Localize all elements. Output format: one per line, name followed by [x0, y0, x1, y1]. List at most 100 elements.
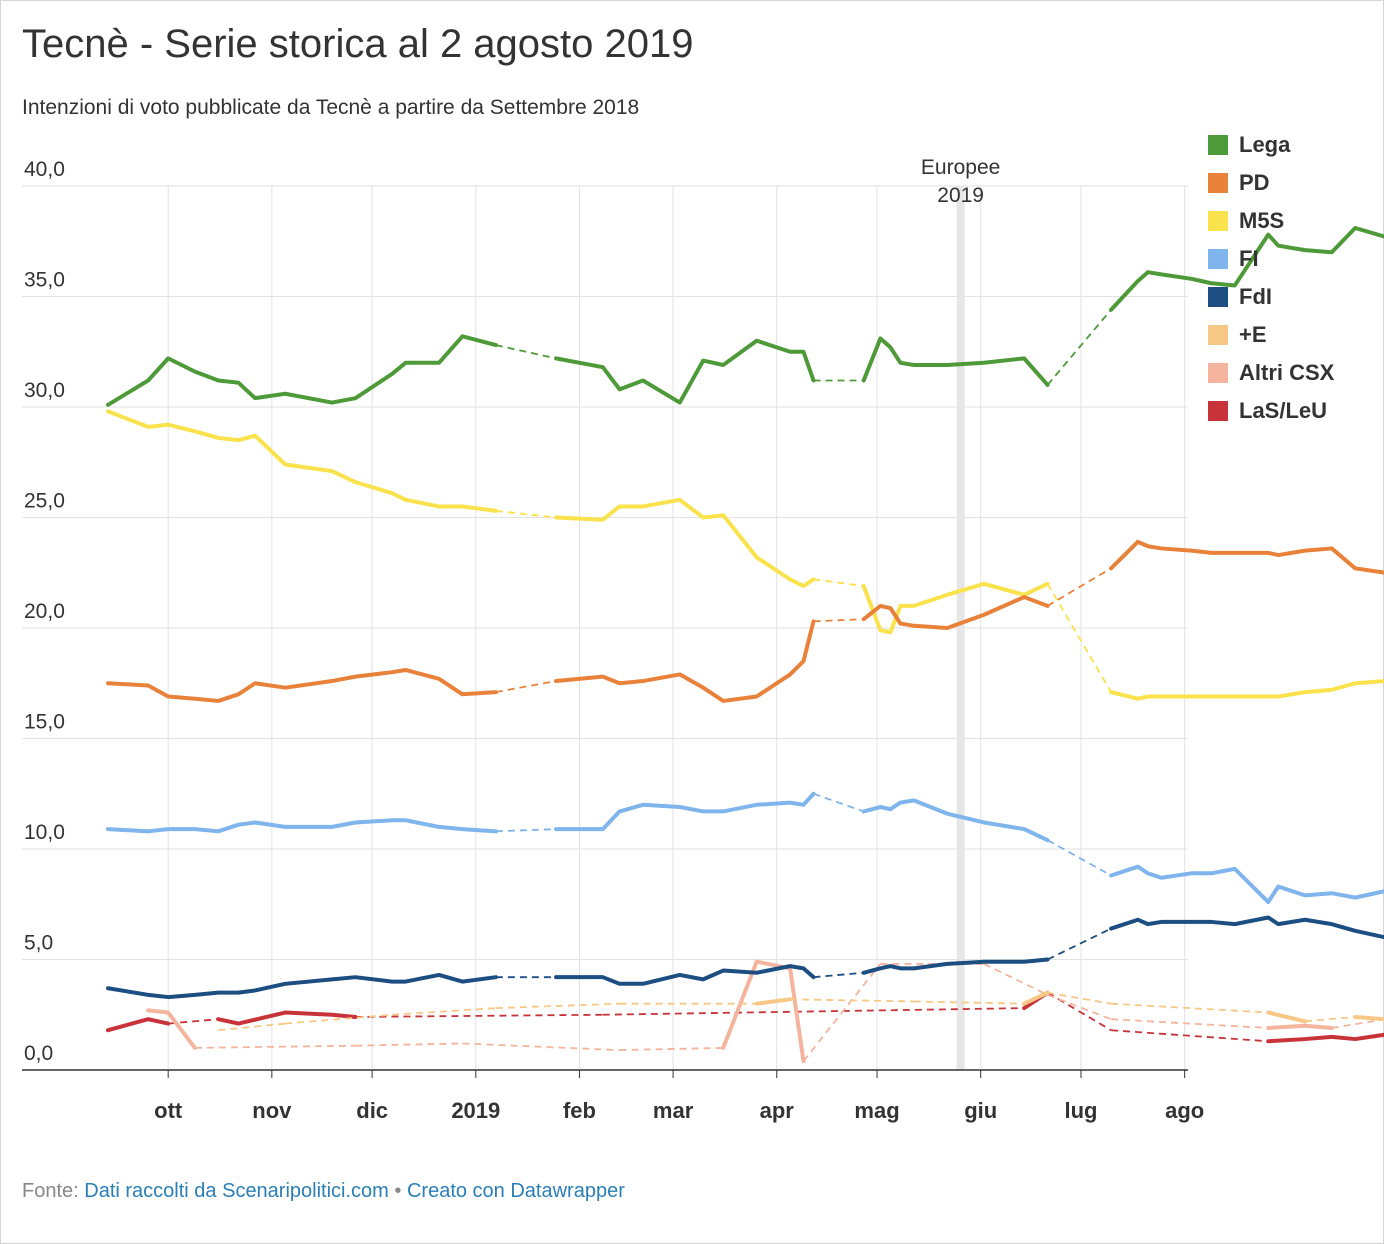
series-line	[1109, 679, 1384, 701]
series-line	[106, 1017, 171, 1033]
series-gap-line	[1046, 309, 1112, 386]
series-gap-line	[802, 963, 882, 1062]
legend-label: FdI	[1239, 284, 1272, 309]
series-gap-line	[913, 1000, 1025, 1005]
series-line	[554, 619, 816, 703]
x-tick-label: mag	[854, 1098, 899, 1123]
series-line	[721, 959, 806, 1064]
series-m5s	[106, 409, 1384, 701]
series-line	[106, 818, 498, 834]
chart-subtitle: Intenzioni di voto pubblicate da Tecnè a…	[22, 96, 640, 119]
series-altri-csx	[146, 959, 1384, 1064]
series-las-leu	[106, 990, 1384, 1044]
legend-swatch	[1208, 249, 1228, 269]
footer: Fonte: Dati raccolti da Scenaripolitici.…	[22, 1180, 625, 1203]
series-line	[106, 667, 498, 703]
series-gap-line	[495, 680, 557, 693]
datawrapper-link[interactable]: Creato con Datawrapper	[406, 1180, 625, 1202]
series-line	[554, 791, 816, 832]
series-line	[554, 338, 816, 405]
series-gap-line	[285, 1013, 393, 1025]
legend-item: Lega	[1208, 126, 1334, 164]
y-tick-label: 25,0	[24, 490, 65, 513]
legend-item: LaS/LeU	[1208, 392, 1334, 430]
legend-item: FdI	[1208, 278, 1334, 316]
legend-swatch	[1208, 401, 1228, 421]
series-gap-line	[1304, 1016, 1356, 1023]
series-gap-line	[194, 1044, 356, 1049]
series-line	[861, 336, 1050, 387]
series-line	[754, 997, 793, 1006]
series-line	[554, 964, 816, 986]
series-gap-line	[355, 1013, 603, 1018]
x-tick-label: nov	[252, 1098, 292, 1123]
series-line	[861, 798, 1050, 843]
series-gap-line	[602, 1007, 1025, 1016]
x-tick-label: mar	[653, 1098, 694, 1123]
series-gap-line	[813, 578, 864, 587]
series-gap-line	[1046, 583, 1112, 693]
series-line	[1266, 1023, 1334, 1031]
series-gap-line	[218, 1022, 286, 1032]
legend-swatch	[1208, 173, 1228, 193]
election-band	[956, 186, 965, 1070]
series-gap-line	[1111, 1002, 1269, 1014]
series-line	[1022, 990, 1050, 1006]
source-prefix: Fonte:	[22, 1180, 79, 1202]
series-gap-line	[983, 963, 1048, 996]
series-gap-line	[1111, 1029, 1269, 1043]
series-line	[1109, 225, 1384, 312]
legend-item: PD	[1208, 164, 1334, 202]
y-tick-label: 10,0	[24, 821, 65, 844]
series-fi	[106, 791, 1384, 905]
legend-swatch	[1208, 287, 1228, 307]
legend-item: Altri CSX	[1208, 354, 1334, 392]
y-tick-label: 35,0	[24, 269, 65, 292]
annotation-label: 2019	[937, 184, 984, 207]
series-gap-line	[1047, 991, 1112, 1031]
series-line	[1353, 1014, 1384, 1022]
x-tick-label: apr	[760, 1098, 795, 1123]
series-gap-line	[462, 1042, 620, 1052]
legend-label: FI	[1239, 246, 1259, 271]
series-line	[554, 497, 816, 589]
series-line	[1109, 539, 1384, 575]
series-line	[1266, 1032, 1384, 1044]
series-gap-line	[813, 792, 864, 813]
series-gap-line	[1331, 1018, 1384, 1029]
legend-item: FI	[1208, 240, 1334, 278]
legend-label: PD	[1239, 170, 1270, 195]
series-fdi	[106, 915, 1384, 1000]
y-tick-label: 0,0	[24, 1042, 53, 1065]
source-link[interactable]: Dati raccolti da Scenaripolitici.com	[84, 1180, 389, 1202]
y-tick-label: 30,0	[24, 379, 65, 402]
series-gap-line	[495, 509, 557, 519]
legend-item: +E	[1208, 316, 1334, 354]
europee-annotation: Europee 2019	[921, 156, 1000, 1070]
series-gap-line	[495, 344, 557, 360]
y-tick-label: 5,0	[24, 932, 53, 955]
legend: Lega PD M5S FI FdI +E Altri CSX LaS/LeU	[1208, 126, 1334, 430]
legend-label: Altri CSX	[1239, 360, 1335, 385]
legend-swatch	[1208, 135, 1228, 155]
annotation-label: Europee	[921, 156, 1000, 179]
series-gap-line	[1047, 567, 1112, 607]
series-gap-line	[1047, 991, 1112, 1005]
series-line	[861, 957, 1050, 975]
legend-swatch	[1208, 325, 1228, 345]
series-gap-line	[392, 1007, 496, 1016]
x-tick-label: feb	[563, 1098, 596, 1123]
series-gap-line	[1047, 839, 1112, 877]
x-tick-label: dic	[356, 1098, 388, 1123]
legend-label: LaS/LeU	[1239, 398, 1328, 423]
x-tick-label: ago	[1165, 1098, 1204, 1123]
axes: 0,0 5,0 10,0 15,0 20,0 25,0 30,0 35,0 40,0 ott nov…	[22, 158, 1204, 1123]
legend-item: M5S	[1208, 202, 1334, 240]
series-gap-line	[1047, 994, 1112, 1021]
series-gap-line	[168, 1018, 219, 1025]
series-lines	[106, 225, 1384, 1064]
series-gap-line	[790, 998, 914, 1003]
x-tick-label: 2019	[451, 1098, 500, 1123]
series-gap-line	[619, 1047, 724, 1052]
chart-title: Tecnè - Serie storica al 2 agosto 2019	[22, 22, 694, 66]
